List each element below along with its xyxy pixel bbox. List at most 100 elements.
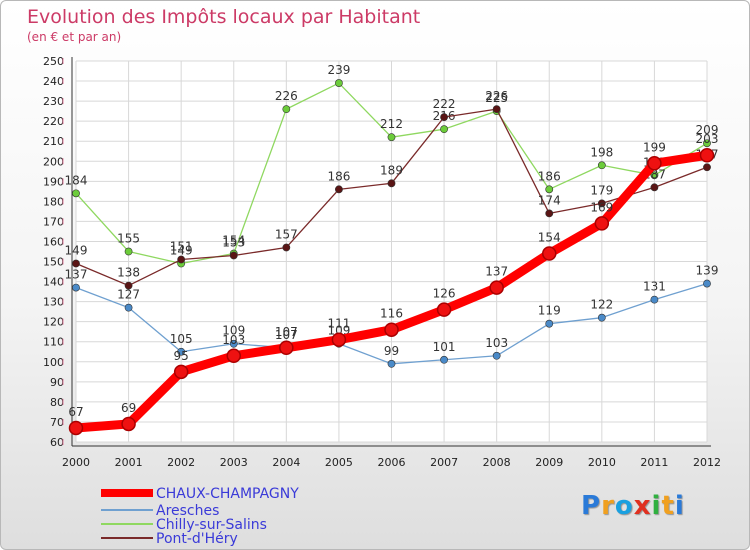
data-point [226, 348, 241, 364]
data-point [492, 351, 501, 360]
data-point [282, 243, 291, 252]
data-label: 212 [380, 117, 403, 131]
data-point [124, 303, 133, 312]
data-label: 154 [222, 234, 245, 248]
data-label: 131 [643, 280, 666, 294]
data-point [597, 161, 606, 170]
data-point [597, 313, 606, 322]
legend-label: Chilly-sur-Salins [156, 517, 267, 533]
data-label: 111 [327, 317, 350, 331]
data-label: 137 [65, 268, 88, 282]
y-tick-label: 220 [43, 115, 64, 128]
data-label: 151 [170, 240, 193, 254]
x-tick-label: 2002 [167, 456, 195, 469]
data-point [72, 259, 80, 268]
y-tick-label: 110 [43, 336, 64, 349]
axes: 60 70 80 90 100 110 120 130 140 150 160 170 180 190 20… [43, 55, 721, 469]
data-point [384, 322, 399, 337]
y-tick-label: 150 [43, 256, 64, 269]
data-point [68, 420, 84, 436]
data-label: 109 [222, 324, 245, 338]
data-point [173, 364, 189, 380]
logo-letter: P [581, 491, 602, 521]
data-point [335, 185, 343, 194]
data-label: 138 [117, 266, 140, 280]
data-label: 186 [538, 169, 561, 183]
data-label: 103 [222, 333, 245, 347]
data-point [124, 281, 133, 290]
logo-letter: i [651, 491, 662, 521]
data-point [492, 105, 501, 114]
legend-label: Pont-d'Héry [156, 531, 238, 547]
data-point [647, 156, 662, 171]
data-label: 155 [117, 232, 140, 246]
y-tick-label: 200 [43, 155, 64, 168]
data-label: 105 [170, 332, 193, 346]
data-point [542, 246, 557, 261]
data-label: 69 [121, 401, 136, 415]
data-label: 137 [485, 265, 508, 279]
data-label: 174 [538, 193, 561, 207]
data-label: 226 [275, 89, 298, 103]
data-point [594, 216, 610, 231]
data-label: 107 [275, 328, 298, 342]
y-tick-label: 80 [50, 396, 64, 409]
data-point [545, 319, 554, 328]
x-tick-label: 2010 [588, 456, 616, 469]
data-point [72, 283, 80, 292]
y-tick-label: 250 [43, 55, 64, 68]
legend-label: Aresches [156, 503, 219, 519]
data-label: 154 [538, 231, 561, 245]
y-tick-label: 160 [43, 235, 64, 248]
data-point [282, 105, 291, 114]
data-label: 186 [327, 169, 350, 183]
data-point [387, 179, 396, 188]
logo-letter: x [633, 491, 652, 521]
data-point [436, 302, 452, 317]
data-label: 179 [590, 183, 613, 197]
proxiti-logo: Proxiti [581, 491, 685, 521]
y-tick-label: 210 [43, 135, 64, 148]
logo-letter: o [614, 491, 634, 521]
data-point [177, 255, 186, 264]
data-point [545, 209, 554, 218]
data-point [335, 79, 343, 87]
x-tick-label: 2003 [220, 456, 248, 469]
data-point [650, 171, 659, 180]
data-label: 107 [275, 325, 298, 339]
y-tick-label: 140 [43, 276, 64, 289]
data-label: 67 [68, 405, 83, 419]
logo-letter: r [601, 491, 615, 521]
y-tick-label: 120 [43, 316, 64, 329]
data-label: 203 [696, 132, 719, 146]
data-point [440, 125, 448, 134]
data-label: 99 [384, 344, 399, 358]
legend-label: CHAUX-CHAMPAGNY [156, 486, 299, 502]
data-label: 198 [590, 145, 613, 159]
data-label: 127 [117, 288, 140, 302]
data-label: 189 [380, 163, 403, 177]
data-label: 122 [590, 298, 613, 312]
y-tick-label: 190 [43, 175, 64, 188]
y-tick-label: 90 [50, 376, 64, 389]
data-label: 149 [65, 244, 88, 258]
x-tick-label: 2004 [272, 456, 300, 469]
x-tick-label: 2000 [62, 456, 90, 469]
chart-title: Evolution des Impôts locaux par Habitant [27, 6, 420, 28]
data-label: 101 [433, 340, 456, 354]
data-label: 239 [327, 63, 350, 77]
y-tick-label: 180 [43, 195, 64, 208]
data-label: 95 [174, 349, 189, 363]
legend: CHAUX-CHAMPAGNYAreschesChilly-sur-Salins… [101, 486, 299, 547]
x-tick-label: 2012 [693, 456, 721, 469]
data-label: 226 [485, 89, 508, 103]
data-label: 116 [380, 307, 403, 321]
x-tick-label: 2001 [115, 456, 143, 469]
data-label: 199 [643, 140, 666, 154]
data-point [72, 189, 80, 198]
data-point [597, 199, 606, 208]
data-point [703, 279, 711, 288]
data-point [121, 416, 136, 432]
